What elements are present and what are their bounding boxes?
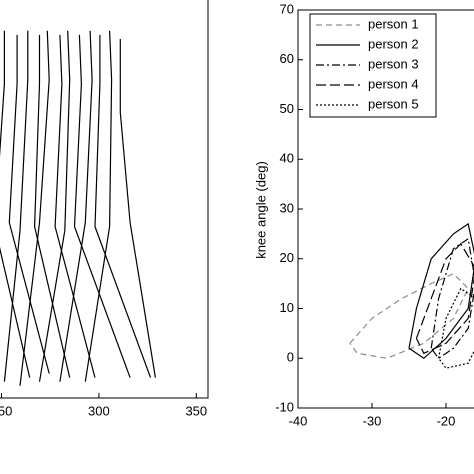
data-line	[119, 39, 156, 378]
y-tick-label: 40	[280, 151, 294, 166]
x-tick-label: 300	[88, 403, 110, 418]
data-line	[430, 237, 474, 360]
legend-box	[309, 13, 437, 118]
legend-label: person 2	[368, 36, 419, 51]
y-tick-label: -10	[275, 399, 294, 414]
y-axis-label: knee angle (deg)	[253, 161, 268, 259]
data-line	[33, 34, 71, 378]
data-line	[415, 242, 474, 355]
x-tick-label: -30	[363, 413, 382, 428]
legend-label: person 4	[368, 76, 419, 91]
x-tick-label: 250	[0, 403, 12, 418]
data-line	[59, 30, 93, 382]
data-line	[19, 30, 50, 386]
data-line	[408, 222, 474, 360]
y-tick-label: 20	[280, 250, 294, 265]
plot-frame	[0, 0, 209, 399]
data-line	[0, 30, 31, 378]
y-tick-label: 0	[287, 350, 294, 365]
y-tick-label: 50	[280, 101, 294, 116]
y-tick-label: 70	[280, 1, 294, 16]
data-line	[73, 34, 131, 378]
data-line	[54, 34, 96, 378]
data-line	[3, 30, 29, 382]
x-tick-label: -20	[437, 413, 456, 428]
legend-label: person 3	[368, 56, 419, 71]
legend-label: person 5	[368, 96, 419, 111]
data-line	[38, 30, 71, 382]
y-tick-label: 30	[280, 200, 294, 215]
x-tick-label: 350	[185, 403, 207, 418]
data-line	[84, 30, 113, 382]
y-tick-label: 60	[280, 51, 294, 66]
data-line	[8, 34, 50, 374]
y-tick-label: 10	[280, 300, 294, 315]
data-line	[94, 34, 152, 378]
legend-label: person 1	[368, 16, 419, 31]
x-tick-label: -40	[289, 413, 308, 428]
